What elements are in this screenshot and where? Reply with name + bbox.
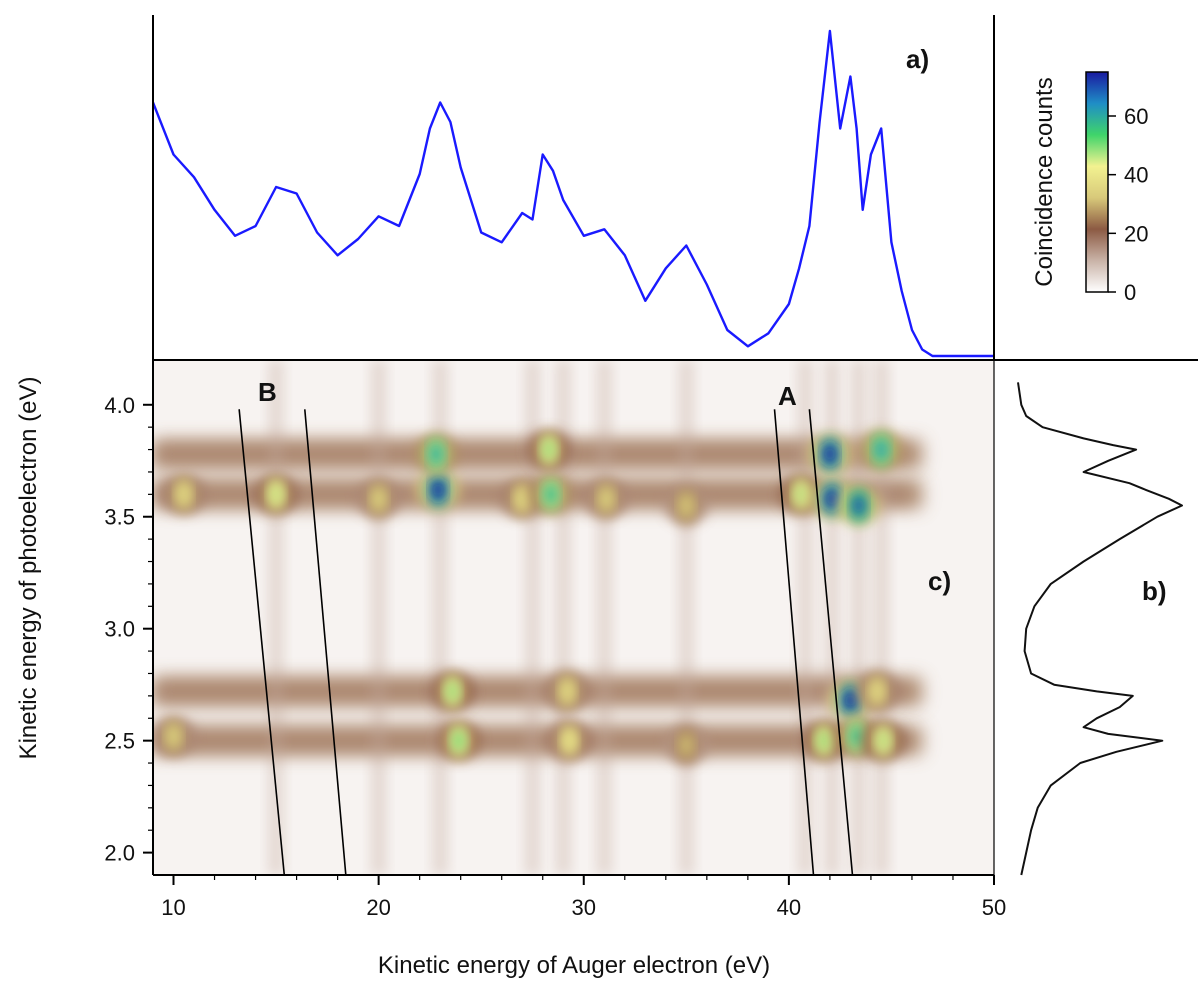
guide-line xyxy=(303,409,347,875)
heatmap-peak-core xyxy=(372,487,385,510)
heatmap-peak-core xyxy=(817,729,830,752)
auger-spectrum-panel xyxy=(153,29,994,358)
heatmap-peak-core xyxy=(561,680,574,703)
heatmap-peak-core xyxy=(516,487,529,510)
heatmap-peak-core xyxy=(430,443,443,466)
guide-label-a: A xyxy=(778,381,797,411)
colorbar-title: Coincidence counts xyxy=(1031,77,1058,286)
panel-label-b: b) xyxy=(1142,576,1167,606)
heatmap-peak-core xyxy=(563,729,576,752)
heatmap-peak-core xyxy=(795,483,808,506)
heatmap-peak-core xyxy=(680,494,693,517)
auger-spectrum-line xyxy=(153,29,994,358)
heatmap-peak-core xyxy=(452,729,465,752)
y-tick-label: 2.5 xyxy=(104,729,135,754)
heatmap-peak-core xyxy=(823,443,836,466)
guide-line xyxy=(808,409,854,875)
x-tick-label: 10 xyxy=(161,895,185,920)
heatmap-peak-core xyxy=(432,478,445,501)
heatmap-column-streak xyxy=(678,360,695,875)
heatmap-peak-core xyxy=(850,725,863,748)
colorbar-tick-label: 40 xyxy=(1124,163,1148,188)
heatmap-peak-core xyxy=(680,734,693,757)
x-tick-label: 30 xyxy=(572,895,596,920)
panel-label-a: a) xyxy=(906,44,929,74)
guide-label-b: B xyxy=(258,377,277,407)
heatmap-peak-core xyxy=(875,438,888,461)
x-tick-label: 40 xyxy=(777,895,801,920)
y-tick-label: 2.0 xyxy=(104,841,135,866)
heatmap-peak-core xyxy=(177,483,190,506)
photoelectron-spectrum-line xyxy=(1017,382,1183,876)
colorbar-tick-label: 60 xyxy=(1124,104,1148,129)
colorbar: 0 20 40 60 xyxy=(1085,71,1148,305)
heatmap-column-streak xyxy=(370,360,387,875)
x-tick-label: 20 xyxy=(366,895,390,920)
y-tick-label: 3.5 xyxy=(104,505,135,530)
photoelectron-spectrum-panel xyxy=(1017,382,1183,876)
y-tick-label: 4.0 xyxy=(104,393,135,418)
colorbar-scale xyxy=(1085,71,1109,293)
heatmap-column-streak xyxy=(596,360,613,875)
heatmap-peak-core xyxy=(270,483,283,506)
heatmap-peak-core xyxy=(600,487,613,510)
y-axis-title: Kinetic energy of photoelectron (eV) xyxy=(15,377,42,760)
heatmap xyxy=(153,360,994,875)
heatmap-peak-core xyxy=(544,483,557,506)
y-tick-label: 3.0 xyxy=(104,617,135,642)
heatmap-peak-core xyxy=(825,487,838,510)
x-tick-label: 50 xyxy=(982,895,1006,920)
heatmap-peak-core xyxy=(542,438,555,461)
colorbar-tick-label: 20 xyxy=(1124,221,1148,246)
guide-line xyxy=(773,409,815,875)
heatmap-peak-core xyxy=(852,494,865,517)
axes: 10 20 30 40 50 2.0 2.5 3.0 3.5 4.0 xyxy=(104,15,1198,920)
guide-line xyxy=(238,409,286,875)
guide-lines xyxy=(238,409,854,875)
heatmap-peak-core xyxy=(167,725,180,748)
heatmap-peak-core xyxy=(446,680,459,703)
x-axis-title: Kinetic energy of Auger electron (eV) xyxy=(378,952,770,979)
panel-label-c: c) xyxy=(928,566,951,596)
heatmap-peak-core xyxy=(877,729,890,752)
heatmap-peak-core xyxy=(844,689,857,712)
heatmap-peak-core xyxy=(871,680,884,703)
heatmap-column-streak xyxy=(797,360,814,875)
colorbar-tick-label: 0 xyxy=(1124,280,1136,305)
